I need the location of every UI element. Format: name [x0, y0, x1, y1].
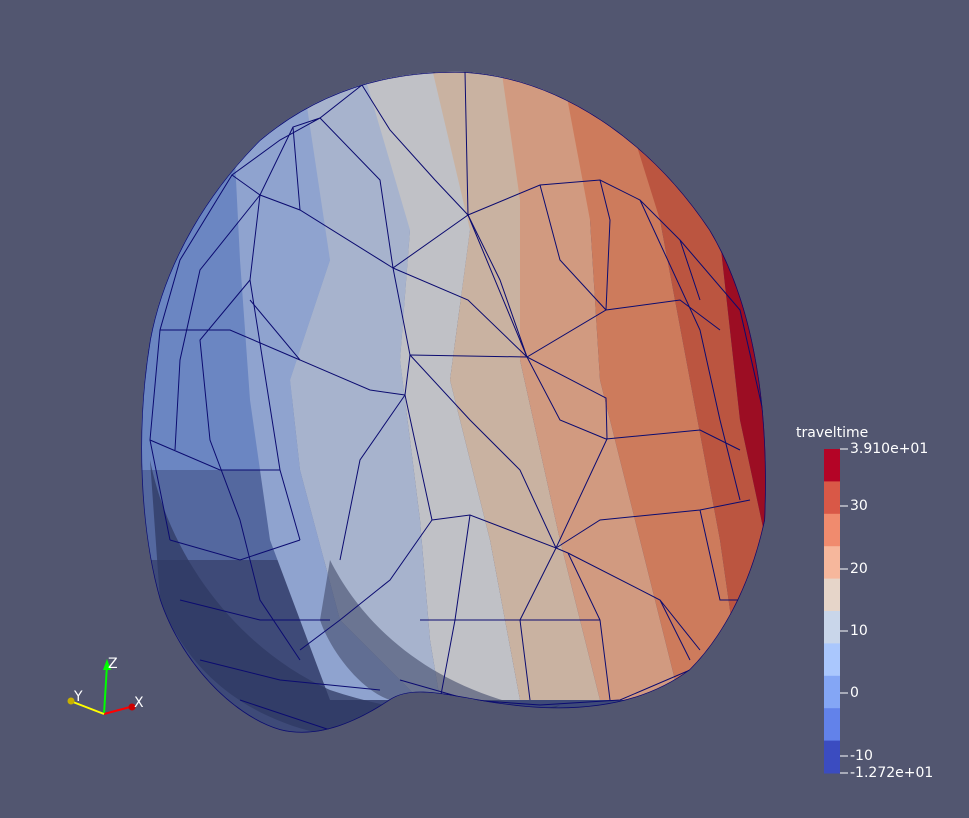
colorbar-max-label: 3.910e+01	[850, 441, 929, 457]
y-axis-line	[72, 701, 105, 715]
colorbar-band	[824, 611, 840, 644]
colorbar-band	[824, 513, 840, 547]
colorbar-ticks	[840, 448, 848, 774]
z-axis-label: Z	[108, 656, 118, 672]
colorbar-tick-label: 0	[850, 685, 859, 701]
colorbar-band	[824, 546, 840, 580]
x-axis-label: X	[134, 695, 144, 711]
y-axis-label: Y	[74, 689, 83, 705]
colorbar-band	[824, 481, 840, 515]
colorbar	[824, 449, 840, 774]
colorbar-tick-label: -10	[850, 748, 873, 764]
sphere-surface	[141, 71, 766, 733]
orientation-axes	[67, 659, 136, 715]
colorbar-tick-label: 20	[850, 561, 868, 577]
colorbar-band	[824, 708, 840, 742]
colorbar-band	[824, 740, 840, 774]
z-axis-arrow	[103, 659, 111, 670]
colorbar-band	[824, 449, 840, 482]
colorbar-band	[824, 643, 840, 677]
y-axis-arrow	[67, 697, 75, 705]
x-axis-arrow	[128, 703, 136, 711]
colorbar-tick-label: 10	[850, 623, 868, 639]
z-axis-line	[103, 664, 108, 715]
mesh-wireframe	[141, 71, 766, 733]
colorbar-band	[824, 578, 840, 612]
colorbar-tick-label: 30	[850, 498, 868, 514]
colorbar-band	[824, 675, 840, 709]
x-axis-line	[103, 706, 131, 715]
colorbar-title: traveltime	[796, 425, 869, 441]
colorbar-min-label: -1.272e+01	[850, 765, 934, 781]
